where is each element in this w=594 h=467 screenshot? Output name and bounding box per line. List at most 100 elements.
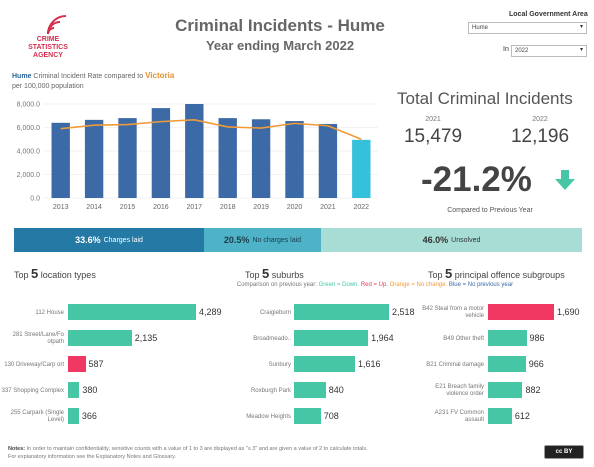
- cc-license-text: cc BY: [555, 449, 573, 455]
- y-tick-label: 6,000.0: [17, 125, 40, 132]
- lga-label: Local Government Area: [509, 11, 588, 18]
- rate-bar-2021: [318, 123, 338, 198]
- locations-value: 366: [81, 411, 97, 421]
- offences-row-label: A231 FV Common assault: [434, 410, 484, 423]
- lga-select[interactable]: Hume ▾: [468, 22, 587, 34]
- suburbs-row[interactable]: Meadow Heights 708: [235, 404, 425, 428]
- offences-bar: [488, 330, 527, 346]
- suburbs-bar: [294, 304, 389, 320]
- locations-row-label: 337 Shopping Complex: [1, 387, 64, 394]
- suburbs-row-label: Roxburgh Park: [250, 387, 291, 394]
- offences-value: 966: [528, 359, 544, 369]
- locations-bar: [68, 408, 79, 424]
- suburbs-row-label: Meadow Heights: [246, 413, 291, 420]
- outcome-unsolved-label: Unsolved: [451, 236, 481, 244]
- rate-chart-heading: Hume Criminal Incident Rate compared to …: [12, 71, 272, 80]
- page-subtitle: Year ending March 2022: [205, 38, 355, 53]
- rate-area-name: Hume: [12, 73, 32, 80]
- cc-license-badge[interactable]: cc BY: [544, 445, 584, 459]
- outcome-unsolved-pct: 46.0%: [422, 235, 449, 245]
- x-tick-label: 2021: [320, 204, 336, 211]
- y-tick-label: 4,000.0: [17, 149, 40, 156]
- offences-row-label: E21 Breach family violence order: [435, 384, 484, 397]
- suburbs-row[interactable]: Broadmeado.. 1,964: [235, 326, 425, 350]
- year-select[interactable]: 2022 ▾: [511, 45, 587, 57]
- locations-bar: [68, 330, 132, 346]
- offences-prefix: Top: [428, 270, 443, 280]
- locations-row-label: 281 Street/Lane/Fo otpath: [12, 332, 64, 345]
- rate-bar-2014: [84, 119, 104, 198]
- legend-green: Green = Down.: [318, 282, 360, 288]
- rate-heading-mid: Criminal Incident Rate: [33, 73, 103, 80]
- offences-row[interactable]: B42 Steal from a motor vehicle 1,690: [420, 300, 594, 324]
- suburbs-row-label: Sunbury: [268, 361, 291, 368]
- rate-bar-2019: [251, 119, 271, 198]
- locations-row-label: 255 Carpark (Single Level): [10, 410, 64, 423]
- lga-select-value: Hume: [472, 25, 489, 31]
- total-value-prev: 15,479: [403, 126, 463, 147]
- y-tick-label: 8,000.0: [17, 102, 40, 109]
- offences-list: B42 Steal from a motor vehicle 1,690 B49 O…: [420, 300, 594, 435]
- locations-num: 5: [31, 266, 39, 281]
- suburbs-value: 1,964: [371, 333, 394, 343]
- outcome-no-charges: 20.5% No charges laid: [204, 228, 321, 252]
- logo-line-3: AGENCY: [33, 52, 63, 59]
- outcome-charges-label: Charges laid: [103, 236, 143, 244]
- offences-value: 986: [529, 333, 545, 343]
- outcomes-bar: 33.6% Charges laid 20.5% No charges laid…: [14, 228, 582, 252]
- locations-row[interactable]: 255 Carpark (Single Level) 366: [0, 404, 235, 428]
- locations-prefix: Top: [14, 270, 29, 280]
- victoria-rate-line: [60, 119, 362, 140]
- logo-line-1: CRIME: [36, 36, 60, 43]
- suburbs-prefix: Top: [245, 270, 260, 280]
- x-tick-label: 2019: [253, 204, 269, 211]
- y-tick-label: 0.0: [30, 196, 40, 203]
- locations-row[interactable]: 130 Driveway/Carp ort 587: [0, 352, 235, 376]
- locations-bar: [68, 382, 80, 398]
- offences-value: 1,690: [557, 307, 580, 317]
- suburbs-row[interactable]: Roxburgh Park 840: [235, 378, 425, 402]
- locations-value: 587: [88, 359, 104, 369]
- logo-line-2: STATISTICS: [28, 44, 68, 51]
- suburbs-row[interactable]: Sunbury 1,616: [235, 352, 425, 376]
- offences-row[interactable]: B49 Other theft 986: [420, 326, 594, 350]
- legend-orange: Orange = No change.: [389, 282, 448, 288]
- offences-row-label: B49 Other theft: [443, 335, 484, 342]
- page-title: Criminal Incidents - Hume: [175, 16, 385, 35]
- offences-row[interactable]: E21 Breach family violence order 882: [420, 378, 594, 402]
- offences-value: 612: [514, 411, 530, 421]
- chevron-down-icon: ▾: [579, 47, 583, 53]
- notes: Notes: In order to maintain confidential…: [8, 445, 528, 461]
- offences-row[interactable]: B21 Criminal damage 966: [420, 352, 594, 376]
- x-tick-label: 2016: [153, 204, 169, 211]
- suburbs-value: 2,518: [392, 307, 415, 317]
- outcome-charges-laid: 33.6% Charges laid: [14, 228, 204, 252]
- offences-num: 5: [445, 266, 453, 281]
- offences-bar: [488, 408, 512, 424]
- locations-list: 112 House 4,289 281 Street/Lane/Fo otpath 2…: [0, 300, 235, 435]
- locations-title: Top 5 location types: [14, 266, 96, 281]
- x-tick-label: 2015: [120, 204, 136, 211]
- rate-chart-units: per 100,000 population: [12, 83, 84, 90]
- rate-bar-2018: [218, 118, 237, 198]
- locations-row[interactable]: 281 Street/Lane/Fo otpath 2,135: [0, 326, 235, 350]
- offences-bar: [488, 382, 523, 398]
- total-year-current: 2022: [532, 116, 548, 123]
- chevron-down-icon: ▾: [579, 24, 583, 30]
- offences-row[interactable]: A231 FV Common assault 612: [420, 404, 594, 428]
- suburbs-bar: [294, 356, 355, 372]
- suburbs-value: 708: [323, 411, 339, 421]
- year-in-label: In: [503, 46, 509, 53]
- x-tick-label: 2020: [287, 204, 303, 211]
- offences-row-label: B21 Criminal damage: [426, 361, 484, 368]
- suburbs-row[interactable]: Craigieburn 2,518: [235, 300, 425, 324]
- legend-blue: Blue = No previous year: [448, 282, 514, 288]
- rate-comparison-area: Victoria: [145, 71, 175, 80]
- x-tick-label: 2014: [86, 204, 102, 211]
- locations-row[interactable]: 112 House 4,289: [0, 300, 235, 324]
- outcome-no-charges-pct: 20.5%: [223, 235, 250, 245]
- suburbs-value: 1,616: [357, 359, 381, 369]
- locations-value: 4,289: [199, 307, 222, 317]
- locations-row[interactable]: 337 Shopping Complex 380: [0, 378, 235, 402]
- x-tick-label: 2022: [354, 204, 370, 211]
